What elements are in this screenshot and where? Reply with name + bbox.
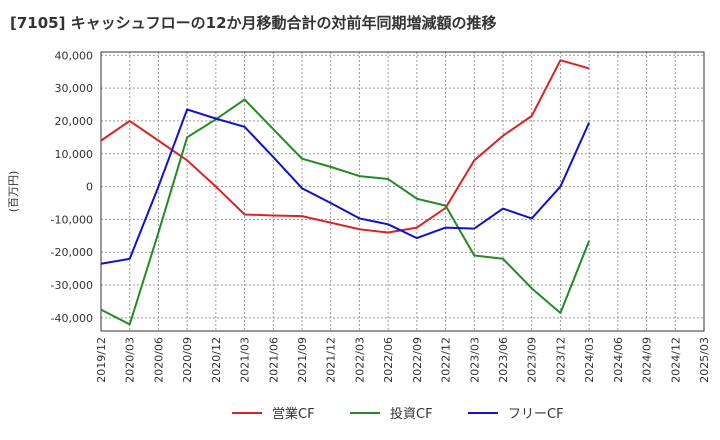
x-tick-label: 2022/09 — [411, 337, 424, 383]
legend: 営業CF 投資CF フリーCF — [232, 406, 564, 422]
x-tick-label: 2024/03 — [583, 337, 596, 383]
x-tick-label: 2021/06 — [267, 337, 280, 383]
y-tick-label: 0 — [86, 181, 93, 194]
x-tick-label: 2020/12 — [210, 337, 223, 383]
x-tick-label: 2024/12 — [669, 337, 682, 383]
x-tick-label: 2025/03 — [698, 337, 711, 383]
y-tick-label: -10,000 — [51, 213, 93, 226]
x-tick-label: 2021/09 — [296, 337, 309, 383]
y-axis-ticks: 40,000 30,000 20,000 10,000 0 -10,000 -20,000 -… — [51, 49, 93, 325]
grid — [100, 52, 705, 331]
legend-label-1: 営業CF — [272, 406, 315, 422]
x-tick-label: 2022/03 — [353, 337, 366, 383]
y-tick-label: 10,000 — [55, 148, 94, 161]
y-tick-label: -30,000 — [51, 279, 93, 292]
x-tick-label: 2024/09 — [641, 337, 654, 383]
x-tick-label: 2023/09 — [526, 337, 539, 383]
x-tick-label: 2022/06 — [382, 337, 395, 383]
legend-label-3: フリーCF — [508, 407, 564, 422]
x-tick-label: 2023/12 — [554, 337, 567, 383]
y-axis-label: (百万円) — [7, 171, 20, 213]
plot-frame — [100, 51, 705, 332]
y-tick-label: 20,000 — [55, 115, 94, 128]
x-tick-label: 2024/06 — [612, 337, 625, 383]
y-tick-label: 40,000 — [55, 49, 94, 62]
x-axis-ticks: 2019/12 2020/03 2020/06 2020/09 2020/12 2021/… — [95, 337, 711, 383]
x-tick-label: 2023/03 — [468, 337, 481, 383]
x-tick-label: 2019/12 — [95, 337, 108, 383]
series-line-1 — [100, 59, 590, 234]
x-tick-label: 2021/03 — [239, 337, 252, 383]
y-tick-label: -20,000 — [51, 246, 93, 259]
x-tick-label: 2023/06 — [497, 337, 510, 383]
x-tick-label: 2022/12 — [440, 337, 453, 383]
x-tick-label: 2020/09 — [181, 337, 194, 383]
legend-label-2: 投資CF — [390, 406, 433, 422]
y-tick-label: 30,000 — [55, 82, 94, 95]
y-tick-label: -40,000 — [51, 312, 93, 325]
series-line-2 — [100, 98, 591, 326]
series-layer — [100, 59, 591, 326]
x-tick-label: 2020/03 — [124, 337, 137, 383]
chart-title: [7105] キャッシュフローの12か月移動合計の対前年同期増減額の推移 — [10, 14, 497, 32]
x-tick-label: 2020/06 — [152, 337, 165, 383]
x-tick-label: 2021/12 — [325, 337, 338, 383]
series-line-3 — [100, 108, 591, 265]
